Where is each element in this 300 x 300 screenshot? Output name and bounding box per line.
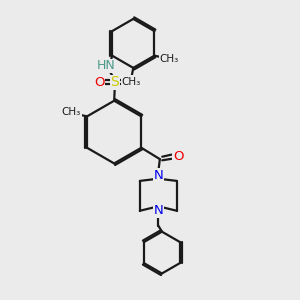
Text: HN: HN bbox=[96, 59, 115, 72]
Text: S: S bbox=[110, 75, 119, 89]
Text: CH₃: CH₃ bbox=[62, 107, 81, 117]
Text: N: N bbox=[154, 204, 163, 217]
Text: CH₃: CH₃ bbox=[160, 54, 179, 64]
Text: N: N bbox=[154, 169, 163, 182]
Text: O: O bbox=[94, 76, 104, 89]
Text: CH₃: CH₃ bbox=[121, 77, 140, 87]
Text: O: O bbox=[125, 76, 136, 89]
Text: O: O bbox=[173, 150, 183, 163]
